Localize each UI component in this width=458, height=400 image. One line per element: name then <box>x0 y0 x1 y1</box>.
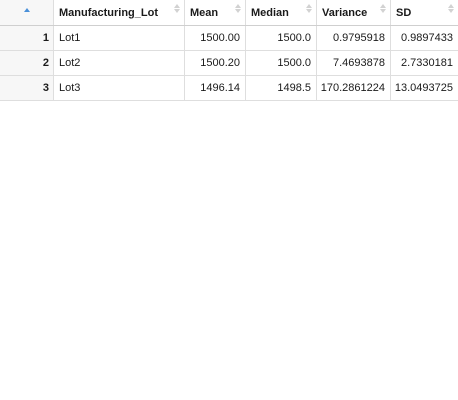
sort-icon[interactable] <box>306 4 312 13</box>
table-row: 2 Lot2 1500.20 1500.0 7.4693878 2.733018… <box>0 51 458 76</box>
cell-sd: 13.0493725 <box>394 82 453 94</box>
column-header-variance[interactable]: Variance <box>317 0 391 25</box>
cell-mean: 1496.14 <box>185 76 246 100</box>
cell-lot: Lot3 <box>54 76 185 100</box>
sort-ascending-icon[interactable] <box>24 7 30 12</box>
cell-median: 1500.0 <box>246 51 317 75</box>
cell-mean: 1500.00 <box>185 26 246 50</box>
sort-icon[interactable] <box>174 4 180 13</box>
row-index: 2 <box>0 51 54 75</box>
table-header-row: Manufacturing_Lot Mean Median Variance S… <box>0 0 458 26</box>
column-header-manufacturing-lot[interactable]: Manufacturing_Lot <box>54 0 185 25</box>
column-header-label: SD <box>396 6 412 19</box>
cell-variance: 170.2861224 <box>317 76 391 100</box>
column-header-median[interactable]: Median <box>246 0 317 25</box>
column-header-label: Median <box>251 6 289 19</box>
cell-median: 1498.5 <box>246 76 317 100</box>
table-row: 3 Lot3 1496.14 1498.5 170.2861224 13.049… <box>0 76 458 101</box>
cell-median: 1500.0 <box>246 26 317 50</box>
cell-variance: 0.9795918 <box>317 26 391 50</box>
data-table: Manufacturing_Lot Mean Median Variance S… <box>0 0 458 101</box>
row-index: 1 <box>0 26 54 50</box>
cell-mean: 1500.20 <box>185 51 246 75</box>
sort-icon[interactable] <box>235 4 241 13</box>
cell-variance: 7.4693878 <box>317 51 391 75</box>
column-header-label: Variance <box>322 6 368 19</box>
column-header-label: Manufacturing_Lot <box>59 6 158 19</box>
column-header-label: Mean <box>190 6 219 19</box>
sort-icon[interactable] <box>448 4 454 13</box>
row-index-header[interactable] <box>0 0 54 25</box>
table-row: 1 Lot1 1500.00 1500.0 0.9795918 0.989743… <box>0 26 458 51</box>
column-header-mean[interactable]: Mean <box>185 0 246 25</box>
column-header-sd[interactable]: SD <box>391 0 458 25</box>
row-index: 3 <box>0 76 54 100</box>
cell-sd: 0.9897433 <box>401 32 453 44</box>
cell-sd: 2.7330181 <box>401 57 453 69</box>
cell-lot: Lot1 <box>54 26 185 50</box>
cell-lot: Lot2 <box>54 51 185 75</box>
sort-icon[interactable] <box>380 4 386 13</box>
